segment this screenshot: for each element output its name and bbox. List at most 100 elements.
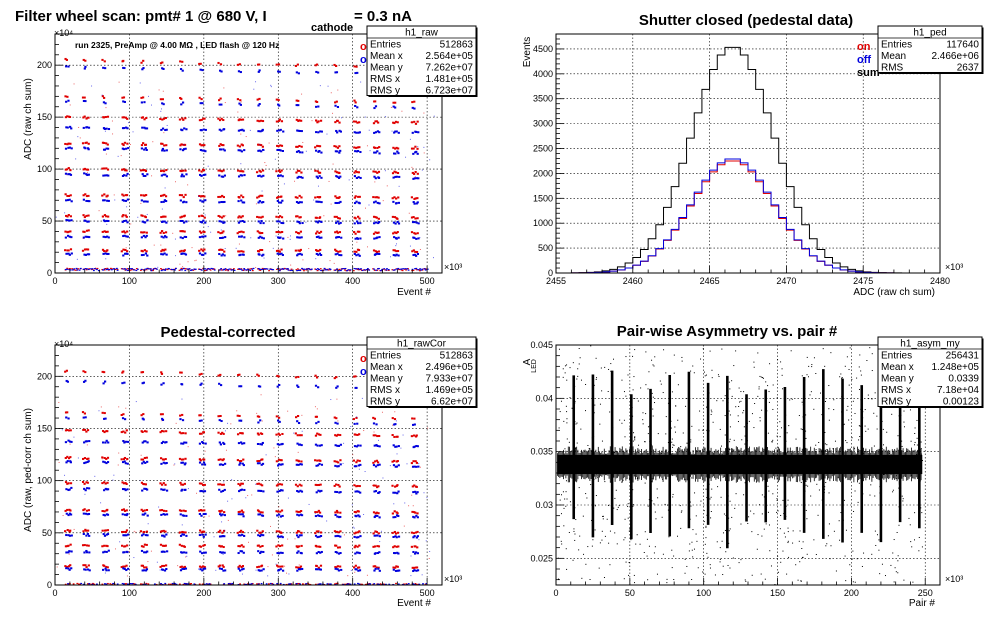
data-point — [166, 124, 168, 126]
data-point — [862, 411, 864, 413]
data-point — [259, 531, 262, 534]
data-point — [220, 509, 223, 512]
data-point — [105, 269, 108, 271]
data-point — [106, 513, 110, 516]
data-point — [383, 268, 386, 270]
data-point — [293, 432, 295, 434]
data-point — [207, 165, 209, 167]
data-point — [416, 569, 420, 572]
data-point — [163, 252, 166, 255]
data-point — [416, 516, 419, 519]
data-point — [181, 461, 184, 464]
data-point — [758, 386, 760, 388]
data-point — [107, 569, 110, 572]
data-point — [585, 410, 587, 412]
data-point — [204, 450, 206, 452]
data-point — [805, 414, 807, 416]
data-point — [339, 530, 342, 533]
data-point — [843, 453, 845, 455]
data-point — [126, 457, 129, 460]
data-point — [323, 215, 325, 217]
data-point — [708, 430, 710, 432]
data-point — [412, 460, 415, 463]
data-point — [314, 532, 317, 535]
data-point — [356, 422, 359, 425]
data-point — [165, 461, 168, 464]
data-point — [218, 382, 221, 385]
data-point — [353, 65, 356, 68]
data-point — [78, 126, 80, 128]
data-point — [815, 449, 817, 451]
data-point — [260, 201, 263, 204]
data-point — [184, 567, 188, 570]
data-point — [384, 170, 386, 172]
data-point — [407, 583, 410, 585]
data-point — [299, 463, 302, 466]
data-point — [121, 116, 124, 119]
data-point — [330, 399, 332, 401]
data-point — [648, 371, 650, 373]
data-point — [374, 177, 377, 180]
data-point — [681, 451, 683, 453]
data-point — [649, 440, 651, 442]
data-point — [787, 527, 789, 529]
data-point — [256, 98, 259, 101]
data-point — [223, 174, 226, 177]
data-point — [771, 441, 773, 443]
data-point — [338, 121, 341, 124]
data-point — [898, 481, 900, 483]
data-point — [93, 269, 95, 272]
data-point — [730, 460, 732, 462]
data-point — [724, 472, 726, 474]
data-point — [278, 118, 282, 121]
data-point — [87, 220, 90, 223]
data-point — [824, 488, 826, 490]
data-point — [318, 511, 322, 514]
data-point — [257, 544, 260, 547]
data-point — [574, 507, 576, 509]
data-point — [241, 573, 243, 575]
data-point — [295, 531, 298, 534]
data-point — [416, 197, 419, 200]
data-point — [561, 494, 563, 496]
data-point — [112, 479, 114, 481]
data-point — [151, 175, 153, 177]
data-point — [776, 397, 778, 399]
data-point — [376, 464, 379, 467]
data-point — [219, 414, 222, 417]
data-point — [393, 545, 396, 548]
data-point — [694, 492, 696, 494]
data-point — [203, 231, 206, 234]
data-point — [220, 117, 223, 120]
data-point — [396, 121, 399, 124]
data-point — [665, 433, 667, 435]
data-point — [352, 454, 354, 456]
data-point — [165, 489, 169, 492]
data-point — [152, 268, 155, 270]
data-point — [107, 128, 111, 131]
data-point — [668, 468, 670, 470]
data-point — [376, 252, 379, 255]
data-point — [278, 70, 281, 73]
data-point — [633, 574, 635, 576]
data-point — [314, 196, 317, 199]
data-point — [238, 102, 241, 105]
data-point — [634, 398, 636, 400]
data-point — [753, 361, 755, 363]
data-point — [109, 583, 112, 585]
data-point — [124, 214, 127, 217]
data-point — [204, 252, 207, 255]
data-point — [572, 471, 574, 473]
data-point — [262, 253, 265, 256]
data-point — [101, 529, 104, 532]
data-point — [689, 518, 691, 520]
data-point — [723, 513, 725, 515]
data-point — [336, 398, 338, 400]
data-point — [629, 486, 631, 488]
data-point — [744, 435, 746, 437]
data-point — [415, 485, 418, 488]
data-point — [396, 435, 399, 438]
data-point — [181, 398, 183, 400]
data-point — [588, 448, 590, 450]
data-point — [218, 119, 222, 122]
